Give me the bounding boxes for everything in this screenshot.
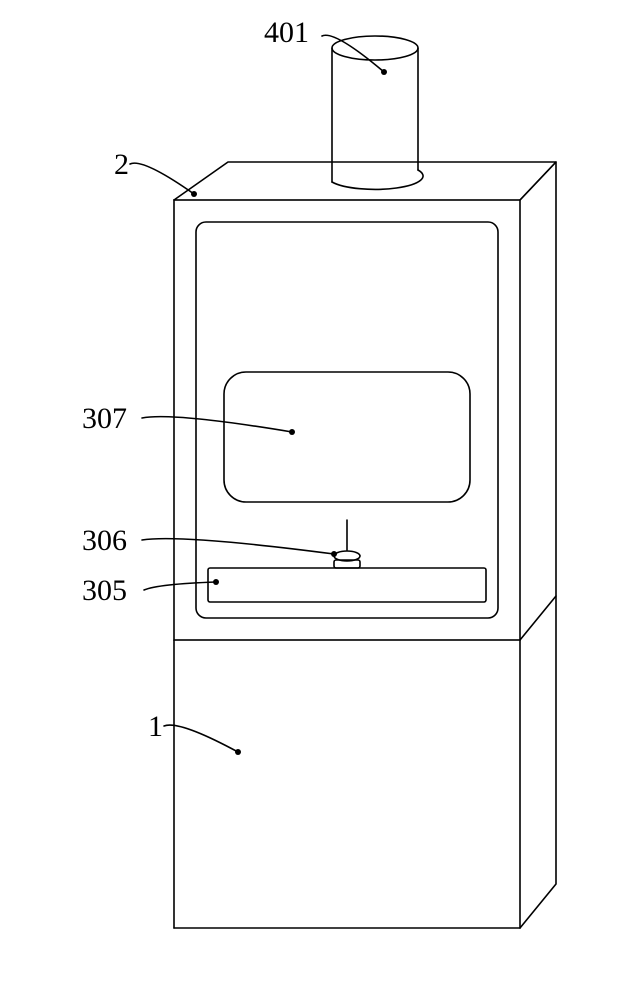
diagram-wrapper: 401 2 307 306 305 1 xyxy=(0,0,620,1000)
label-401: 401 xyxy=(264,16,309,50)
label-1: 1 xyxy=(148,710,163,744)
label-306: 306 xyxy=(82,524,127,558)
label-2: 2 xyxy=(114,148,129,182)
label-307: 307 xyxy=(82,402,127,436)
patent-line-drawing xyxy=(0,0,620,1000)
label-305: 305 xyxy=(82,574,127,608)
